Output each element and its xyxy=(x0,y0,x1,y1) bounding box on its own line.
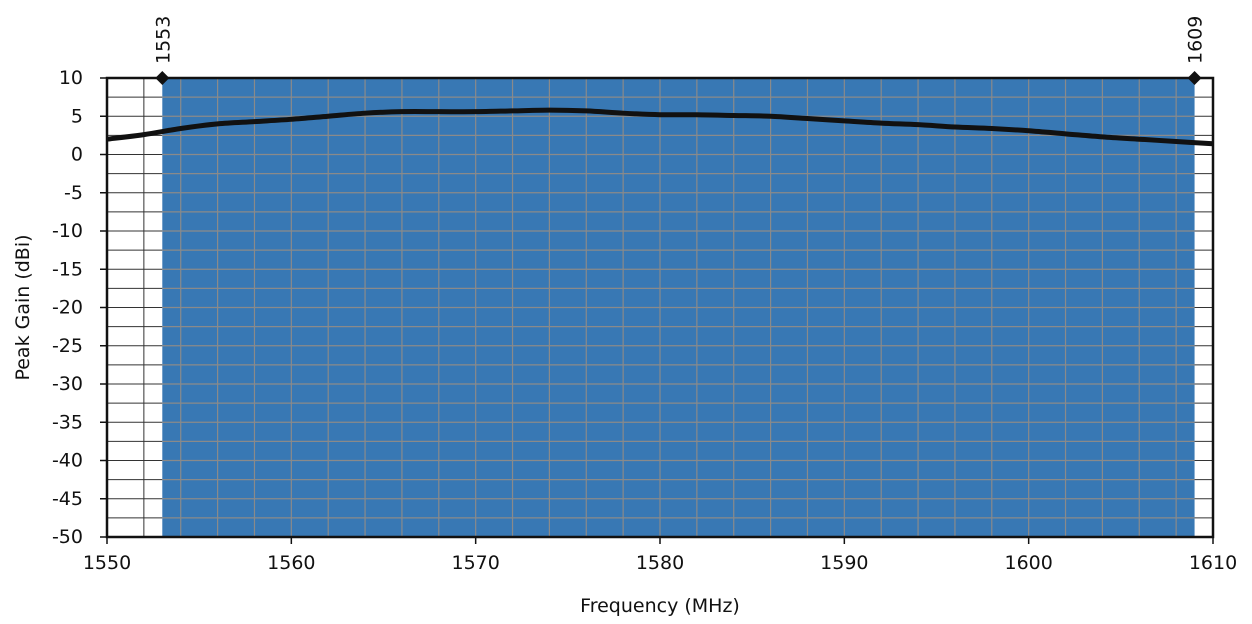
y-tick-label: -15 xyxy=(52,258,83,280)
x-axis-ticks: 1550 1560 1570 1580 1590 1600 1610 xyxy=(83,537,1237,574)
y-tick-label: -40 xyxy=(52,450,83,472)
y-tick-label: -25 xyxy=(52,335,83,357)
y-tick-label: 5 xyxy=(71,105,83,127)
y-tick-label: 10 xyxy=(59,67,83,89)
y-tick-label: 0 xyxy=(71,144,83,166)
y-tick-label: -45 xyxy=(52,488,83,510)
x-tick-label: 1550 xyxy=(83,552,131,574)
y-axis-ticks: 10 5 0 -5 -10 -15 -20 -25 -30 -35 -40 -45 -50 xyxy=(52,67,107,548)
grid xyxy=(107,78,1213,537)
y-tick-label: -20 xyxy=(52,297,83,319)
x-tick-label: 1590 xyxy=(820,552,868,574)
series-layer xyxy=(106,107,1214,147)
band-marker-diamond xyxy=(155,71,170,85)
x-tick-label: 1570 xyxy=(451,552,499,574)
y-tick-label: -35 xyxy=(52,411,83,433)
band-marker-label: 1553 xyxy=(152,16,174,64)
series-line-0 xyxy=(106,107,1214,147)
y-axis-label: Peak Gain (dBi) xyxy=(12,234,34,380)
x-tick-label: 1610 xyxy=(1189,552,1237,574)
band-marker-label: 1609 xyxy=(1185,16,1207,64)
y-tick-label: -5 xyxy=(64,182,83,204)
y-tick-label: -10 xyxy=(52,220,83,242)
y-tick-label: -50 xyxy=(52,526,83,548)
x-tick-label: 1600 xyxy=(1004,552,1052,574)
band-markers: 1553 1609 xyxy=(152,16,1207,85)
x-axis-label: Frequency (MHz) xyxy=(580,595,740,617)
x-tick-label: 1580 xyxy=(636,552,684,574)
y-tick-label: -30 xyxy=(52,373,83,395)
band-marker-diamond xyxy=(1187,71,1202,85)
x-tick-label: 1560 xyxy=(267,552,315,574)
